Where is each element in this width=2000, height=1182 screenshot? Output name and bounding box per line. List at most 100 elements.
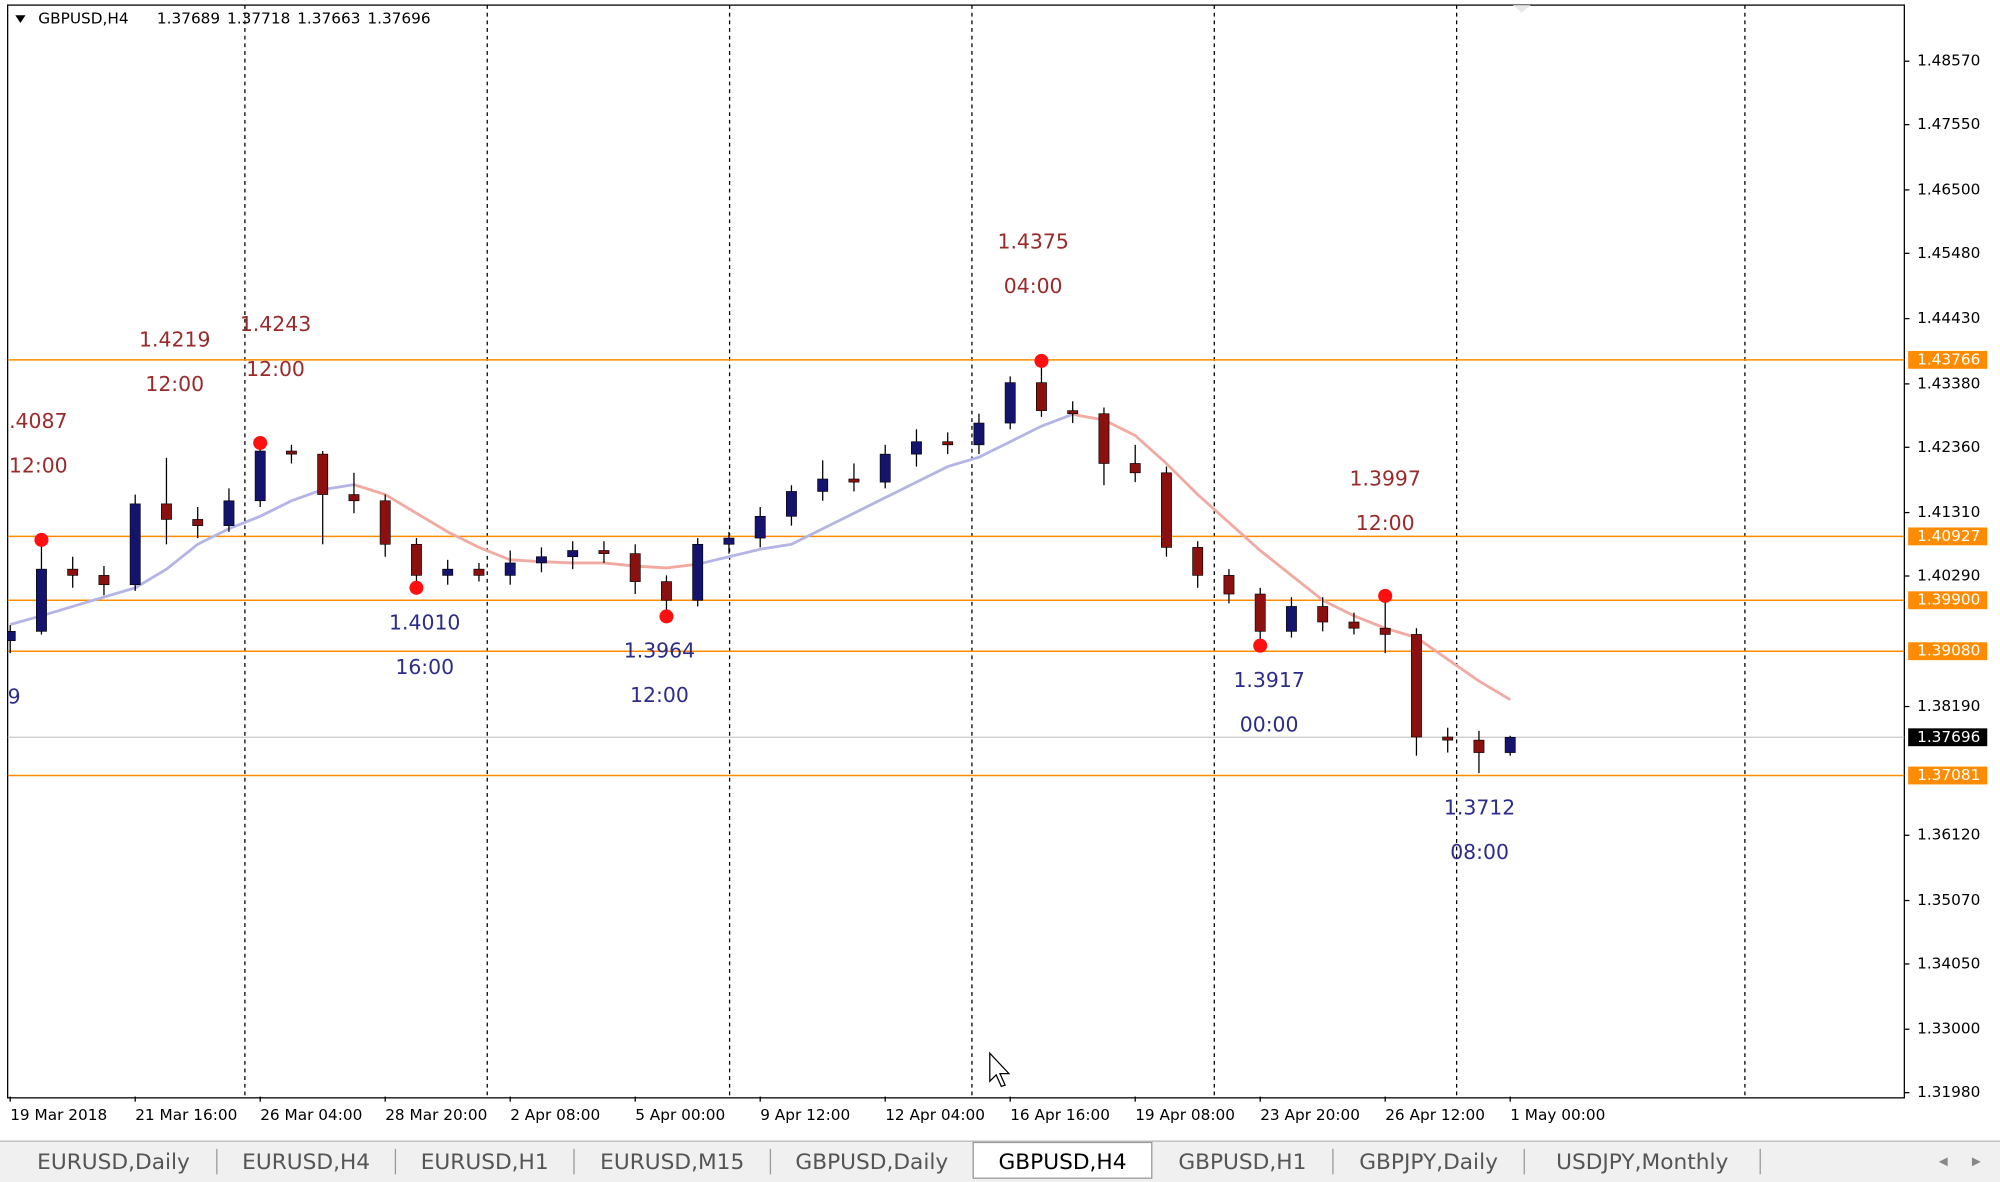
- y-tick-label: 1.33000: [1917, 1020, 1980, 1038]
- extreme-dot: [409, 580, 424, 595]
- candle-body: [817, 478, 829, 492]
- tab[interactable]: EURUSD,M15: [600, 1150, 744, 1175]
- candle-body: [67, 568, 79, 576]
- candle-body: [1504, 736, 1516, 753]
- candle-body: [1442, 736, 1454, 741]
- candle-body: [598, 550, 610, 554]
- annotation-time: 12:00: [9, 454, 68, 478]
- annotation-price: 1.4375: [997, 229, 1068, 253]
- extreme-dot: [1034, 353, 1049, 368]
- tab[interactable]: GBPUSD,Daily: [795, 1150, 948, 1175]
- candle-body: [379, 500, 391, 545]
- candle-body: [1098, 413, 1110, 464]
- moving-average: [9, 413, 1074, 626]
- level-label-box: [1908, 642, 1988, 661]
- extreme-dot: [34, 532, 49, 547]
- x-tick-label: 26 Apr 12:00: [1385, 1106, 1485, 1124]
- x-tick-label: 5 Apr 00:00: [635, 1106, 725, 1124]
- candle-body: [1192, 547, 1204, 576]
- candle-body: [442, 568, 454, 576]
- tab[interactable]: USDJPY,Monthly: [1556, 1150, 1728, 1175]
- annotation-price: 1.3964: [624, 639, 695, 663]
- x-tick-label: 21 Mar 16:00: [135, 1106, 237, 1124]
- candle-body: [1161, 472, 1172, 548]
- active-tab-bg: [972, 1141, 1153, 1179]
- chart-header: GBPUSD,H4 1.37689 1.37718 1.37663 1.3769…: [15, 10, 431, 28]
- candle-body: [192, 519, 204, 526]
- current-price-box: [1908, 728, 1988, 747]
- scroll-left[interactable]: ◂: [1939, 1151, 1948, 1172]
- candle-body: [879, 453, 891, 483]
- quote-close: 1.37696: [367, 10, 430, 28]
- x-tick-label: 19 Mar 2018: [10, 1106, 107, 1124]
- level-label: 1.43766: [1917, 350, 1980, 368]
- y-tick-label: 1.47550: [1917, 115, 1980, 133]
- plot-frame: [7, 4, 1905, 1099]
- candle-body: [911, 441, 922, 455]
- annotation-time: 12:00: [246, 357, 305, 381]
- quote-high: 1.37718: [227, 10, 290, 28]
- y-tick-label: 1.44430: [1917, 309, 1980, 327]
- scroll-right[interactable]: ▸: [1972, 1151, 1981, 1172]
- y-tick-label: 1.36120: [1917, 826, 1980, 844]
- quote-open: 1.37689: [157, 10, 220, 28]
- candle-body: [98, 575, 110, 586]
- tab[interactable]: GBPJPY,Daily: [1359, 1150, 1498, 1175]
- candle-body: [36, 568, 47, 632]
- candle-body: [1223, 575, 1235, 595]
- annotation-time: 16:00: [395, 655, 454, 679]
- annotation-time: 12:00: [145, 372, 204, 396]
- annotation-price: 1.4243: [240, 312, 311, 336]
- quote-low: 1.37663: [297, 10, 360, 28]
- tab[interactable]: GBPUSD,H4: [998, 1150, 1126, 1175]
- candle-body: [692, 543, 704, 601]
- candle-body: [1411, 634, 1422, 738]
- candle-body: [629, 553, 641, 582]
- y-tick-label: 1.40290: [1917, 567, 1980, 585]
- x-tick-label: 26 Mar 04:00: [260, 1106, 362, 1124]
- annotation-price: .4087: [9, 409, 67, 433]
- y-tick-label: 1.35070: [1917, 891, 1980, 909]
- tab[interactable]: EURUSD,H1: [421, 1150, 549, 1175]
- x-tick-label: 16 Apr 16:00: [1010, 1106, 1110, 1124]
- annotation-price: 1.3917: [1233, 668, 1304, 692]
- x-tick-label: 19 Apr 08:00: [1135, 1106, 1235, 1124]
- candle-body: [254, 450, 266, 502]
- x-tick-label: 23 Apr 20:00: [1260, 1106, 1360, 1124]
- candle-body: [7, 631, 16, 641]
- candle-body: [1129, 463, 1141, 474]
- level-label: 1.39900: [1917, 591, 1980, 609]
- candle-body: [1473, 739, 1485, 753]
- candle-body: [286, 450, 297, 455]
- tab[interactable]: EURUSD,H4: [242, 1150, 370, 1175]
- candle-body: [348, 494, 360, 502]
- header-arrow[interactable]: [15, 15, 26, 23]
- candle-body: [786, 491, 797, 517]
- candle-body: [1036, 382, 1047, 411]
- candle-body: [848, 478, 860, 483]
- y-tick-label: 1.43380: [1917, 374, 1980, 392]
- candle-body: [317, 453, 329, 495]
- annotation-price: 1.3997: [1350, 466, 1421, 490]
- annotation-partial: 9: [8, 684, 21, 708]
- annotation-time: 00:00: [1240, 713, 1299, 737]
- candle-body: [1379, 627, 1391, 635]
- candle-body: [973, 422, 985, 446]
- candle-body: [942, 441, 954, 446]
- candle-body: [129, 503, 141, 586]
- y-tick-label: 1.48570: [1917, 52, 1980, 70]
- extreme-dot: [659, 609, 674, 624]
- x-tick-label: 1 May 00:00: [1510, 1106, 1605, 1124]
- extreme-dot: [253, 435, 268, 450]
- tab[interactable]: EURUSD,Daily: [37, 1150, 190, 1175]
- candle-body: [723, 537, 735, 545]
- plot-area: .4087 12:00 1.4219 12:00 1.4243 12:00 1.4010 16…: [7, 5, 1905, 1098]
- candle-body: [223, 500, 235, 526]
- tab[interactable]: GBPUSD,H1: [1178, 1150, 1306, 1175]
- level-label-box: [1908, 350, 1988, 369]
- x-tick-label: 2 Apr 08:00: [510, 1106, 600, 1124]
- y-tick-label: 1.45480: [1917, 244, 1980, 262]
